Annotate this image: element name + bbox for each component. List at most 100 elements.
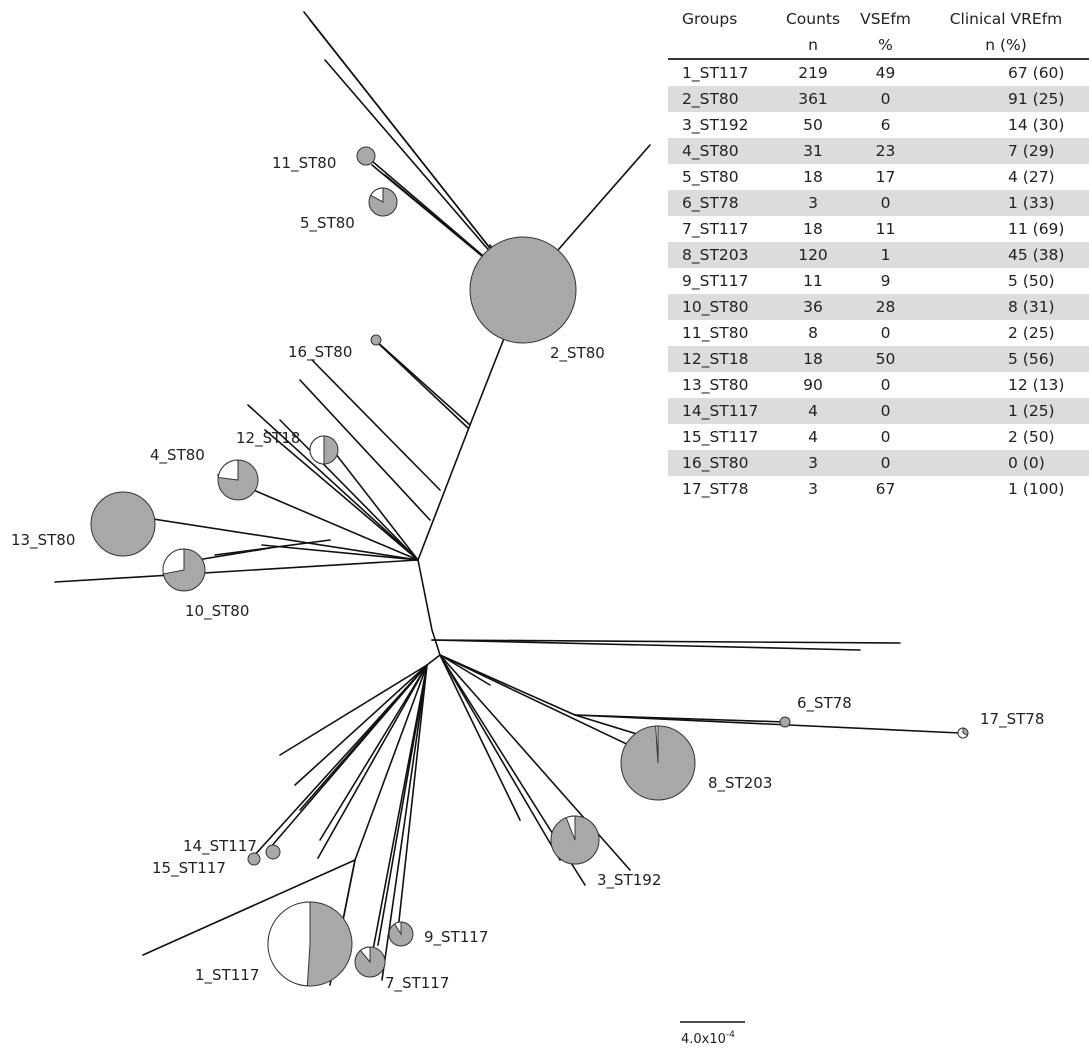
branch: [317, 664, 428, 859]
scale-bar-label: 4.0x10-4: [681, 1030, 735, 1047]
branch: [431, 639, 861, 651]
cell-group: 10_ST80: [668, 294, 778, 320]
clade-node-5-st80: [368, 187, 398, 217]
pie-clinical-fraction: [469, 236, 577, 344]
cell-clinical-vrefm: 14 (30): [1008, 116, 1065, 134]
table-row: 10_ST80 36 28 8 (31): [668, 294, 1089, 320]
table-row: 8_ST203 120 1 45 (38): [668, 242, 1089, 268]
pie-clinical-fraction: [90, 491, 156, 557]
table-row: 3_ST192 50 6 14 (30): [668, 112, 1089, 138]
clade-node-7-st117: [354, 946, 386, 978]
cell-vsefm: 67: [875, 480, 896, 498]
branch: [251, 664, 428, 859]
cell-clinical-vrefm: 2 (25): [1008, 324, 1055, 342]
branch: [397, 664, 428, 931]
cell-vsefm: 0: [848, 450, 923, 476]
clade-node-14-st117: [265, 844, 281, 860]
cell-clinical-vrefm: 5 (56): [923, 346, 1089, 372]
cell-clinical-vrefm: 0 (0): [923, 450, 1089, 476]
cell-clinical-vrefm: 7 (29): [923, 138, 1089, 164]
clade-node-9-st117: [388, 921, 414, 947]
branch: [264, 429, 419, 561]
clade-node-8-st203: [620, 725, 696, 801]
cell-vsefm: 17: [875, 168, 896, 186]
table-row: 5_ST80 18 17 4 (27): [668, 164, 1089, 190]
cell-group: 4_ST80: [668, 138, 778, 164]
cell-vsefm: 0: [880, 376, 891, 394]
cell-clinical-vrefm: 11 (69): [1008, 220, 1065, 238]
cell-clinical-vrefm: 91 (25): [923, 86, 1089, 112]
clade-node-16-st80: [370, 334, 382, 346]
cell-counts: 361: [778, 86, 848, 112]
cell-counts: 4: [808, 428, 818, 446]
cell-counts: 3: [778, 450, 848, 476]
clade-label-8-st203: 8_ST203: [708, 774, 772, 793]
cell-counts: 18: [803, 220, 823, 238]
cell-counts: 3: [778, 190, 848, 216]
table-header-row: Groups Counts VSEfm Clinical VREfm: [668, 0, 1089, 32]
clade-label-9-st117: 9_ST117: [424, 928, 488, 947]
branch: [439, 654, 631, 871]
clade-node-17-st78: [957, 727, 969, 739]
cell-vsefm: 0: [848, 86, 923, 112]
clade-label-7-st117: 7_ST117: [385, 974, 449, 993]
branch: [294, 664, 428, 786]
cell-counts: 18: [803, 168, 823, 186]
cell-vsefm: 9: [880, 272, 891, 290]
table-row: 9_ST117 11 9 5 (50): [668, 268, 1089, 294]
table-row: 7_ST117 18 11 11 (69): [668, 216, 1089, 242]
table-row: 13_ST80 90 0 12 (13): [668, 372, 1089, 398]
clade-node-11-st80: [356, 146, 376, 166]
cell-group: 7_ST117: [682, 220, 749, 238]
pie-vse-fraction: [957, 727, 969, 739]
clade-node-4-st80: [217, 459, 259, 501]
pie-vse-fraction: [359, 946, 371, 964]
cell-vsefm: 11: [875, 220, 896, 238]
branch: [439, 654, 491, 686]
scale-bar: 4.0x10-4: [680, 1021, 745, 1047]
groups-table-container: Groups Counts VSEfm Clinical VREfm n % n…: [668, 0, 1089, 502]
subheader-clinical-vrefm: n (%): [923, 32, 1089, 60]
table-row: 4_ST80 31 23 7 (29): [668, 138, 1089, 164]
cell-vsefm: 0: [880, 428, 891, 446]
cell-clinical-vrefm: 12 (13): [1008, 376, 1065, 394]
cell-group: 17_ST78: [682, 480, 749, 498]
backbone-branch: [417, 289, 524, 666]
clade-label-2-st80: 2_ST80: [550, 344, 605, 363]
header-counts: Counts: [785, 10, 841, 28]
cell-counts: 4: [778, 398, 848, 424]
cell-counts: 8: [808, 324, 818, 342]
clade-node-10-st80: [162, 548, 206, 592]
branch: [303, 11, 524, 291]
cell-clinical-vrefm: 1 (100): [1008, 480, 1065, 498]
cell-counts: 219: [798, 64, 828, 82]
branch: [574, 714, 961, 734]
branch: [247, 404, 419, 561]
pie-clinical-fraction: [779, 716, 791, 728]
clade-node-2-st80: [469, 236, 577, 344]
subheader-groups: [668, 32, 778, 60]
table-row: 11_ST80 8 0 2 (25): [668, 320, 1089, 346]
cell-clinical-vrefm: 5 (50): [1008, 272, 1055, 290]
cell-group: 8_ST203: [668, 242, 778, 268]
branch: [439, 654, 561, 861]
branch: [54, 559, 419, 583]
table-row: 14_ST117 4 0 1 (25): [668, 398, 1089, 424]
branch: [142, 859, 356, 956]
cell-group: 5_ST80: [682, 168, 739, 186]
pie-clinical-fraction: [370, 334, 382, 346]
pie-vse-fraction: [267, 901, 311, 987]
clade-label-16-st80: 16_ST80: [288, 343, 352, 362]
clade-label-11-st80: 11_ST80: [272, 154, 336, 173]
branch: [379, 344, 469, 429]
cell-clinical-vrefm: 1 (33): [923, 190, 1089, 216]
table-row: 1_ST117 219 49 67 (60): [668, 59, 1089, 86]
clade-node-6-st78: [779, 716, 791, 728]
cell-group: 15_ST117: [682, 428, 759, 446]
cell-group: 3_ST192: [682, 116, 749, 134]
branch: [439, 654, 521, 821]
subheader-vsefm: %: [848, 32, 923, 60]
pie-vse-fraction: [217, 459, 239, 481]
table-row: 2_ST80 361 0 91 (25): [668, 86, 1089, 112]
clade-label-10-st80: 10_ST80: [185, 602, 249, 621]
